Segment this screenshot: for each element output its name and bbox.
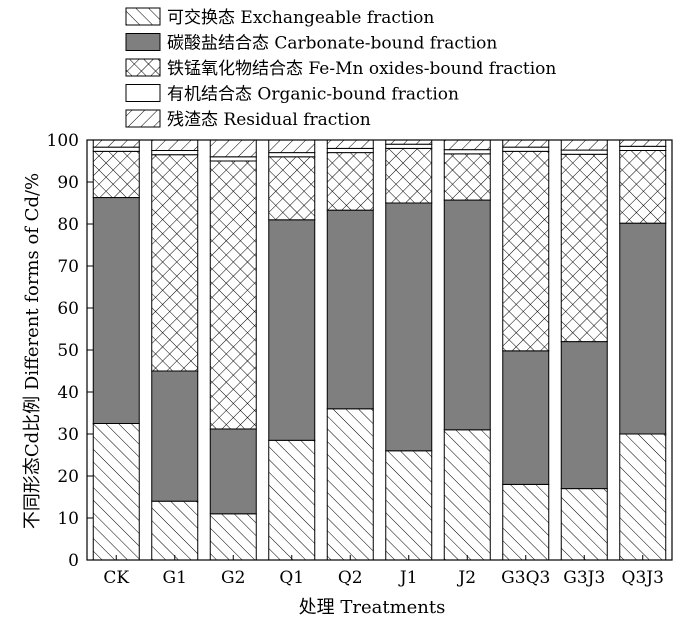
bar-q3j3-series-4	[619, 145, 667, 152]
x-tick-label: Q3J3	[622, 568, 664, 588]
y-tick-label: 100	[47, 131, 79, 151]
bar-ck-series-4	[92, 146, 140, 152]
bars	[92, 139, 667, 561]
bar-g3j3-series-1	[560, 488, 608, 561]
y-tick-label: 40	[57, 383, 79, 403]
legend: 可交换态 Exchangeable fraction 碳酸盐结合态 Carbona…	[125, 7, 556, 130]
x-tick-label: G2	[221, 568, 245, 588]
bar-q1-series-4	[268, 152, 316, 158]
bar-g2-series-2	[209, 428, 257, 515]
y-tick-label: 50	[57, 341, 79, 361]
bar-q1-series-1	[268, 439, 316, 561]
bar-j2-series-1	[443, 429, 491, 561]
bar-q1-series-5	[268, 139, 316, 154]
y-tick-label: 20	[57, 467, 79, 487]
bar-q2-series-1	[326, 408, 374, 561]
bar-g1-series-5	[151, 139, 199, 151]
bar-j1-series-3	[385, 147, 433, 204]
bar-j2-series-4	[443, 149, 491, 155]
legend-swatch	[125, 58, 161, 77]
bar-q2-series-4	[326, 147, 374, 154]
bar-q1-series-3	[268, 156, 316, 221]
legend-label: 残渣态 Residual fraction	[167, 110, 371, 130]
bar-ck-series-2	[92, 197, 140, 424]
bar-g2-series-3	[209, 160, 257, 430]
legend-label: 有机结合态 Organic-bound fraction	[167, 85, 459, 105]
x-tick-label: G3Q3	[501, 568, 550, 588]
y-tick-label: 60	[57, 299, 79, 319]
bar-g1-series-2	[151, 370, 199, 502]
legend-label: 可交换态 Exchangeable fraction	[167, 8, 434, 28]
bar-g3j3-series-4	[560, 149, 608, 155]
y-tick-label: 30	[57, 425, 79, 445]
bar-g3q3-series-4	[502, 146, 550, 152]
legend-swatch	[125, 33, 161, 51]
bar-ck-series-1	[92, 423, 140, 561]
bar-j2-series-3	[443, 153, 491, 201]
x-tick-label: Q2	[338, 568, 363, 588]
y-tick-label: 80	[57, 215, 79, 235]
legend-label: 碳酸盐结合态 Carbonate-bound fraction	[167, 34, 497, 54]
y-tick-label: 0	[68, 551, 79, 571]
x-tick-label: CK	[103, 568, 129, 588]
y-tick-label: 10	[57, 509, 79, 529]
bar-q2-series-3	[326, 152, 374, 211]
bar-q3j3-series-5	[619, 139, 667, 147]
bar-j2-series-5	[443, 139, 491, 151]
x-tick-label: G1	[163, 568, 187, 588]
y-axis-title: 不同形态Cd比例 Different forms of Cd/%	[22, 173, 43, 529]
bar-j1-series-2	[385, 202, 433, 452]
bar-g3j3-series-2	[560, 341, 608, 490]
legend-swatch	[125, 109, 161, 128]
bar-g2-series-1	[209, 513, 257, 561]
x-axis-title: 处理 Treatments	[299, 597, 446, 618]
x-tick-label: J2	[456, 568, 476, 588]
bar-g3j3-series-5	[560, 139, 608, 151]
legend-swatch	[125, 84, 161, 102]
bar-j1-series-1	[385, 450, 433, 561]
bar-g1-series-1	[151, 500, 199, 561]
bar-g1-series-3	[151, 154, 199, 372]
bar-j2-series-2	[443, 199, 491, 431]
bar-g3q3-series-3	[502, 150, 550, 352]
bar-g3q3-series-2	[502, 350, 550, 485]
bar-q2-series-5	[326, 139, 374, 149]
bar-g1-series-4	[151, 150, 199, 156]
bar-g3q3-series-5	[502, 139, 550, 148]
y-tick-label: 70	[57, 257, 79, 277]
bar-q1-series-2	[268, 219, 316, 441]
bar-j1-series-5	[385, 139, 433, 145]
bar-g2-series-5	[209, 139, 257, 158]
legend-label: 铁锰氧化物结合态 Fe-Mn oxides-bound fraction	[167, 59, 556, 79]
bar-ck-series-5	[92, 139, 140, 148]
axes: 0 10 20 30 40 50 60 70 80 90 100 CK G1 G2 Q1 Q2 J1 J2 G3Q3…	[47, 131, 673, 588]
bar-j1-series-4	[385, 143, 433, 149]
bar-q3j3-series-1	[619, 433, 667, 561]
bar-q2-series-2	[326, 209, 374, 410]
bar-g3j3-series-3	[560, 153, 608, 343]
x-tick-label: Q1	[279, 568, 304, 588]
y-tick-label: 90	[57, 173, 79, 193]
bar-q3j3-series-2	[619, 222, 667, 435]
bar-g2-series-4	[209, 156, 257, 162]
bar-q3j3-series-3	[619, 150, 667, 224]
x-tick-label: G3J3	[563, 568, 605, 588]
x-tick-label: J1	[398, 568, 418, 588]
bar-ck-series-3	[92, 150, 140, 199]
bar-g3q3-series-1	[502, 483, 550, 561]
legend-swatch	[125, 7, 161, 26]
